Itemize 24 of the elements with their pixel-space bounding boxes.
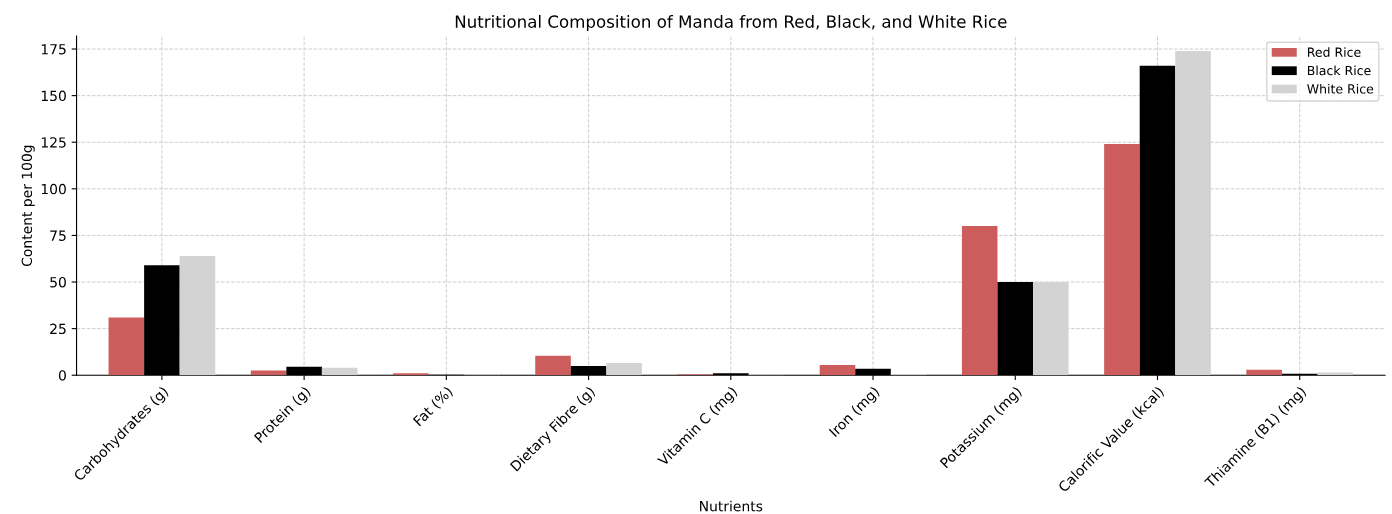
chart-title: Nutritional Composition of Manda from Red, Black, and White Rice	[455, 14, 1007, 32]
bar	[535, 355, 571, 376]
legend-label: White Rice	[1307, 83, 1374, 94]
legend-label: Black Rice	[1307, 65, 1371, 76]
bar	[1317, 372, 1354, 376]
y-tick-label: 75	[50, 230, 66, 241]
bar	[606, 363, 642, 376]
y-tick-label: 25	[50, 323, 66, 335]
y-axis-title: Content per 100g	[21, 145, 35, 267]
y-tick-label: 100	[41, 183, 66, 195]
bar	[108, 317, 145, 376]
bar	[1246, 369, 1282, 376]
bar	[819, 364, 856, 376]
y-tick-label: 150	[41, 90, 66, 102]
bar	[961, 226, 998, 376]
x-tick-label: Fat (%)	[412, 385, 455, 428]
y-tick-label: 50	[50, 276, 66, 288]
y-tick-label: 125	[41, 137, 66, 148]
y-tick-label: 0	[58, 370, 66, 381]
bar	[321, 367, 358, 376]
bar	[1104, 144, 1140, 376]
legend-label: Red Rice	[1307, 47, 1361, 57]
y-tick-label: 175	[41, 44, 66, 55]
x-axis-title: Nutrients	[700, 500, 763, 512]
